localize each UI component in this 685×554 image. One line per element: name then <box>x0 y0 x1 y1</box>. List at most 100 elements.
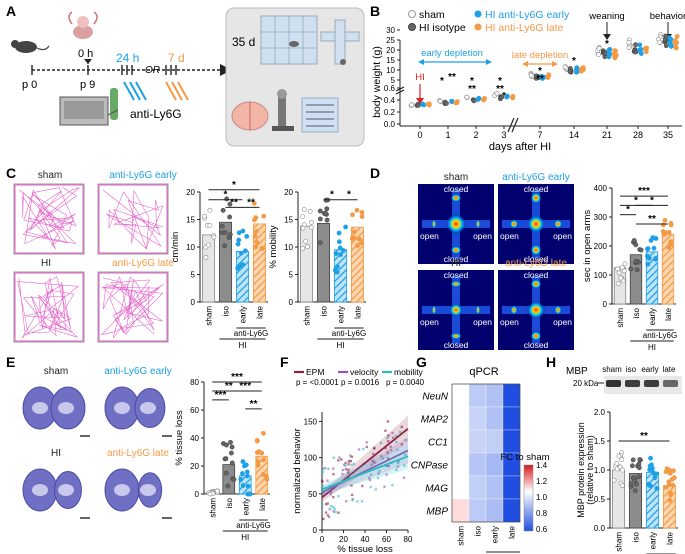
f-pvalue: p = <0.0001 <box>296 378 339 387</box>
h-data-point <box>649 465 655 471</box>
d-data-point <box>645 246 650 252</box>
c-track-edge <box>14 184 84 254</box>
d-open-label: open <box>420 231 439 241</box>
b-data-point <box>420 102 426 108</box>
cm-bar <box>299 225 314 303</box>
cv-data-point <box>253 229 259 234</box>
d-tile-label: HI <box>451 258 461 269</box>
f-data-point <box>387 440 390 443</box>
cm-data-point <box>308 224 314 230</box>
f-data-point <box>347 468 350 472</box>
legend-sham: sham <box>419 9 445 21</box>
f-data-point <box>400 425 403 429</box>
h-data-point <box>651 470 657 476</box>
f-data-point <box>371 459 374 463</box>
g-qpcr-heatmap: qPCR NeuN MAP2 CC1 CNPase MAG MBP sham iso early l… <box>411 366 550 554</box>
cm-data-point <box>359 214 365 219</box>
f-xtick-label: 60 <box>382 535 391 544</box>
panel-e: E sham anti-Ly6G early HI anti-Ly6G late 0 2… <box>6 354 271 542</box>
h-data-point <box>667 470 673 476</box>
h-ytick-label: 0.0 <box>594 524 606 533</box>
f-data-point <box>344 468 348 471</box>
d-data-point <box>653 236 659 241</box>
e-data-point <box>244 469 250 475</box>
f-data-point <box>329 490 333 494</box>
f-data-point <box>321 471 324 474</box>
g-heatmap-cell <box>451 383 470 408</box>
panel-letter-a: A <box>6 3 16 19</box>
b-star: * <box>470 76 474 87</box>
panel-letter-c: C <box>6 165 16 181</box>
syringe-icon <box>123 81 189 101</box>
g-color-scale <box>523 464 534 532</box>
d-open-label: open <box>500 317 519 327</box>
e-group-label: early <box>241 498 250 515</box>
d-data-point <box>638 247 644 253</box>
g-group-label: sham <box>457 526 466 546</box>
d-data-point <box>628 266 634 272</box>
h-data-point <box>616 453 622 459</box>
g-heatmap-cell <box>502 498 521 523</box>
cm-data-point <box>300 246 306 251</box>
late-depletion-label: late depletion <box>512 50 569 61</box>
cm-ytick-label: 10 <box>284 243 293 252</box>
cm-data-point <box>300 225 306 231</box>
g-gene-label: MBP <box>426 507 448 518</box>
h-blot-band <box>644 380 659 387</box>
cv-data-point <box>235 265 241 271</box>
f-data-point <box>356 500 359 503</box>
c-track-tiles: sham anti-Ly6G early HI anti-Ly6G late <box>13 170 177 343</box>
f-data-point <box>337 459 340 462</box>
d-hi-label: HI <box>648 343 656 352</box>
f-data-point <box>361 484 364 488</box>
cm-data-point <box>350 212 355 218</box>
h-ytick-label: 1.5 <box>594 437 606 446</box>
b-xtick-label: 2 <box>473 130 478 140</box>
cm-data-point <box>305 244 311 249</box>
d-tile-label: sham <box>444 172 468 183</box>
cv-data-point <box>238 250 244 256</box>
f-data-point <box>332 456 336 459</box>
f-data-point <box>324 503 328 506</box>
f-pvalue: p = 0.0040 <box>386 378 425 387</box>
d-closed-label: closed <box>524 184 549 194</box>
d-tile-label: anti-Ly6G early <box>502 172 569 183</box>
f-data-point <box>400 443 404 446</box>
d-open-hotspot <box>554 305 562 315</box>
b-data-point <box>494 91 500 96</box>
b-ytick-label: 0.2 <box>384 108 396 117</box>
e-ytick-label: 0 <box>195 490 200 499</box>
timepoint-35d: 35 d <box>232 35 255 49</box>
f-ytick-label: 0 <box>313 526 318 535</box>
e-ylabel: % tissue loss <box>174 410 185 466</box>
d-center-hotspot <box>448 302 464 318</box>
d-closed-label: closed <box>444 254 469 264</box>
cv-data-point <box>261 213 267 219</box>
f-data-point <box>326 502 329 505</box>
g-heatmap-cell <box>468 406 487 431</box>
h-data-point <box>636 474 641 480</box>
b-data-point <box>415 102 421 108</box>
f-data-point <box>326 479 329 482</box>
d-ylabel: sec in open arms <box>582 210 593 283</box>
b-data-point <box>668 36 674 42</box>
f-data-point <box>397 460 400 463</box>
h-data-point <box>631 475 636 481</box>
d-star: ** <box>648 214 656 225</box>
f-data-point <box>334 510 337 514</box>
elevated-plus-maze-icon <box>320 19 360 65</box>
c-track-edge <box>98 184 168 254</box>
f-data-point <box>327 515 331 519</box>
cv-group-label: iso <box>222 305 231 316</box>
g-heatmap-cell <box>502 406 521 431</box>
cm-group-label: sham <box>303 306 312 326</box>
g-group-label: early <box>491 526 500 543</box>
f-data-point <box>324 511 328 514</box>
h-blot-band <box>625 380 640 387</box>
b-data-point <box>607 51 613 57</box>
b-data-point <box>663 43 669 49</box>
d-star: * <box>650 195 654 206</box>
g-group-label: late <box>508 525 517 538</box>
